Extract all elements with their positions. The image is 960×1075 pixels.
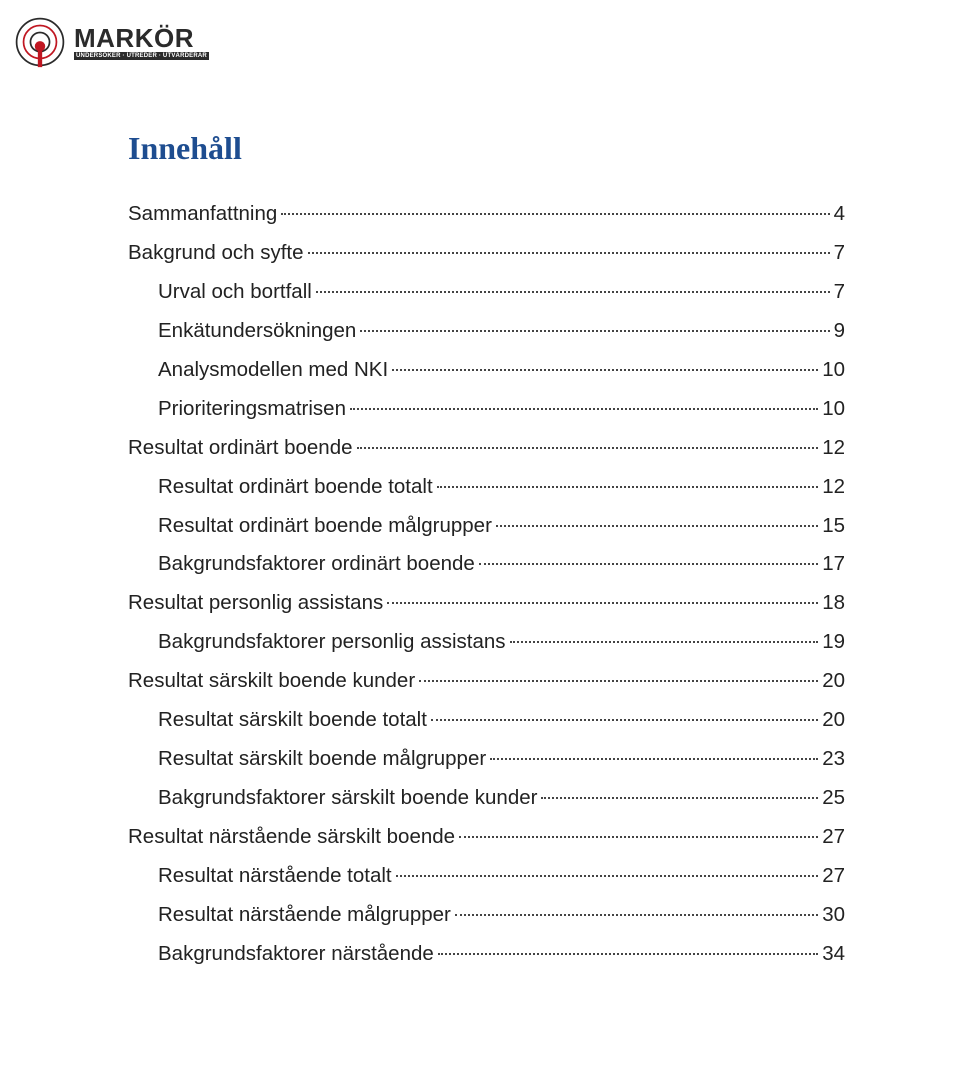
toc-leader-dots [360,330,829,332]
toc-leader-dots [396,875,819,877]
toc-entry-page: 23 [822,740,845,779]
toc-entry[interactable]: Resultat personlig assistans 18 [128,584,845,623]
toc-leader-dots [479,563,818,565]
toc-entry-label: Resultat särskilt boende målgrupper [158,740,486,779]
toc-leader-dots [455,914,818,916]
toc-entry[interactable]: Urval och bortfall 7 [128,273,845,312]
toc-entry[interactable]: Bakgrund och syfte 7 [128,234,845,273]
brand-word: MARKÖR [74,25,209,51]
toc-entry-label: Bakgrundsfaktorer ordinärt boende [158,545,475,584]
toc-entry-page: 27 [822,857,845,896]
toc-entry-label: Resultat närstående målgrupper [158,896,451,935]
toc-entry-page: 25 [822,779,845,818]
toc-entry-label: Bakgrund och syfte [128,234,304,273]
toc-entry-label: Bakgrundsfaktorer personlig assistans [158,623,506,662]
toc-entry-page: 12 [822,468,845,507]
toc-entry[interactable]: Bakgrundsfaktorer ordinärt boende 17 [128,545,845,584]
toc-leader-dots [541,797,818,799]
toc-leader-dots [490,758,818,760]
toc-entry-label: Resultat särskilt boende kunder [128,662,415,701]
brand-logo-mark-icon [14,16,66,68]
toc-entry[interactable]: Bakgrundsfaktorer närstående 34 [128,935,845,974]
toc-entry-page: 19 [822,623,845,662]
toc-leader-dots [510,641,819,643]
toc-entry-page: 7 [834,273,845,312]
toc-entry-label: Prioriteringsmatrisen [158,390,346,429]
toc-entry-page: 15 [822,507,845,546]
toc-entry-page: 20 [822,701,845,740]
toc-entry-label: Resultat ordinärt boende [128,429,353,468]
toc-entry[interactable]: Analysmodellen med NKI 10 [128,351,845,390]
toc-leader-dots [308,252,830,254]
toc-leader-dots [350,408,818,410]
toc-entry[interactable]: Bakgrundsfaktorer särskilt boende kunder… [128,779,845,818]
toc-entry-page: 17 [822,545,845,584]
toc-leader-dots [459,836,818,838]
toc-entry-label: Resultat ordinärt boende totalt [158,468,433,507]
toc-entry-page: 34 [822,935,845,974]
toc-entry[interactable]: Resultat närstående målgrupper 30 [128,896,845,935]
toc-entry-page: 30 [822,896,845,935]
toc-entry-page: 12 [822,429,845,468]
toc-entry-label: Enkätundersökningen [158,312,356,351]
toc-entry[interactable]: Sammanfattning 4 [128,195,845,234]
toc-list: Sammanfattning4Bakgrund och syfte7Urval … [128,195,845,974]
toc-entry-page: 18 [822,584,845,623]
toc-entry[interactable]: Enkätundersökningen 9 [128,312,845,351]
toc-leader-dots [357,447,819,449]
toc-leader-dots [316,291,830,293]
toc-leader-dots [419,680,818,682]
document-page: MARKÖR UNDERSÖKER · UTREDER · UTVÄRDERAR… [0,0,960,1075]
toc-entry[interactable]: Resultat ordinärt boende 12 [128,429,845,468]
toc-entry-label: Analysmodellen med NKI [158,351,388,390]
toc-entry-label: Resultat personlig assistans [128,584,383,623]
brand-tagline: UNDERSÖKER · UTREDER · UTVÄRDERAR [74,52,209,60]
toc-entry[interactable]: Resultat ordinärt boende totalt 12 [128,468,845,507]
toc-entry-label: Resultat närstående totalt [158,857,392,896]
toc-leader-dots [387,602,818,604]
toc-title: Innehåll [128,130,845,167]
toc-leader-dots [438,953,818,955]
toc-container: Innehåll Sammanfattning4Bakgrund och syf… [128,130,845,974]
toc-leader-dots [281,213,829,215]
toc-entry[interactable]: Resultat närstående särskilt boende 27 [128,818,845,857]
toc-entry-label: Bakgrundsfaktorer närstående [158,935,434,974]
toc-entry[interactable]: Resultat särskilt boende kunder 20 [128,662,845,701]
toc-entry-label: Bakgrundsfaktorer särskilt boende kunder [158,779,537,818]
toc-entry-page: 9 [834,312,845,351]
toc-entry-page: 4 [834,195,845,234]
toc-entry[interactable]: Prioriteringsmatrisen 10 [128,390,845,429]
toc-entry[interactable]: Resultat särskilt boende totalt 20 [128,701,845,740]
toc-entry-page: 10 [822,351,845,390]
toc-entry-page: 27 [822,818,845,857]
brand-logo: MARKÖR UNDERSÖKER · UTREDER · UTVÄRDERAR [14,16,209,68]
brand-logo-text: MARKÖR UNDERSÖKER · UTREDER · UTVÄRDERAR [74,25,209,60]
toc-entry-label: Resultat närstående särskilt boende [128,818,455,857]
toc-entry-label: Sammanfattning [128,195,277,234]
toc-entry-page: 10 [822,390,845,429]
toc-leader-dots [437,486,819,488]
toc-entry-label: Resultat ordinärt boende målgrupper [158,507,492,546]
toc-entry[interactable]: Resultat närstående totalt 27 [128,857,845,896]
toc-entry[interactable]: Bakgrundsfaktorer personlig assistans 19 [128,623,845,662]
toc-entry[interactable]: Resultat särskilt boende målgrupper 23 [128,740,845,779]
toc-entry[interactable]: Resultat ordinärt boende målgrupper 15 [128,507,845,546]
toc-leader-dots [431,719,818,721]
toc-entry-page: 20 [822,662,845,701]
toc-leader-dots [496,525,818,527]
toc-entry-label: Urval och bortfall [158,273,312,312]
toc-entry-label: Resultat särskilt boende totalt [158,701,427,740]
toc-entry-page: 7 [834,234,845,273]
toc-leader-dots [392,369,818,371]
